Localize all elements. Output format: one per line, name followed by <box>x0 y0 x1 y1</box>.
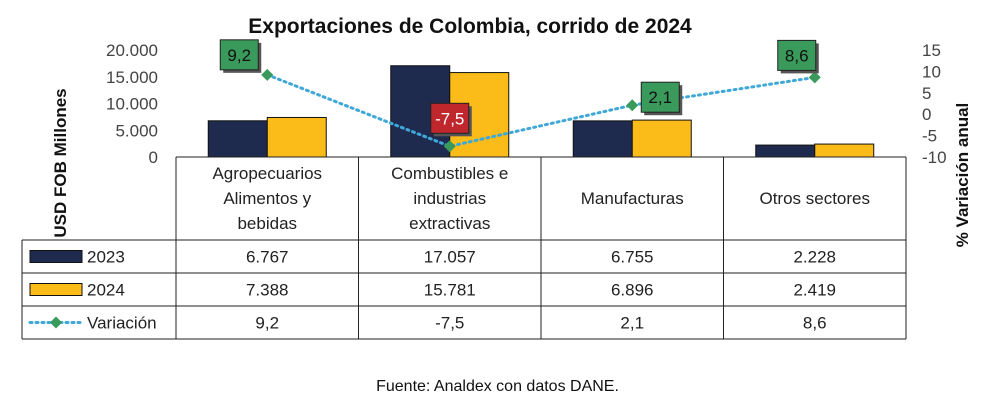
data-label: 2,1 <box>648 88 672 107</box>
y2-tick-label: 15 <box>922 41 941 60</box>
data-label-box <box>430 102 470 134</box>
data-label: 8,6 <box>785 46 809 65</box>
category-label: extractivas <box>409 214 490 233</box>
category-label: industrias <box>413 189 486 208</box>
table-value: 2,1 <box>620 314 644 333</box>
legend-label: 2024 <box>87 281 125 300</box>
data-label-box <box>219 39 259 71</box>
y2-tick-label: 5 <box>922 84 931 103</box>
y2-tick-label: -5 <box>922 127 937 146</box>
y-tick-label: 15.000 <box>106 68 158 87</box>
y-axis-title: USD FOB Millones <box>51 88 70 237</box>
legend-label: 2023 <box>87 248 125 267</box>
table-value: 17.057 <box>424 248 476 267</box>
chart-title: Exportaciones de Colombia, corrido de 20… <box>248 15 692 38</box>
bar-2024 <box>266 116 327 158</box>
bar-2023 <box>207 120 268 158</box>
data-label: 9,2 <box>227 46 251 65</box>
bar-2024 <box>631 119 692 158</box>
table-value: 2.419 <box>793 281 836 300</box>
category-label: Alimentos y <box>223 189 311 208</box>
y-tick-label: 10.000 <box>106 95 158 114</box>
variation-marker <box>261 68 274 81</box>
y-tick-label: 0 <box>149 148 158 167</box>
table-value: 15.781 <box>424 281 476 300</box>
variation-line <box>265 73 817 148</box>
bar-2024 <box>814 143 875 158</box>
bar-2023 <box>572 120 633 158</box>
table-value: 8,6 <box>803 314 827 333</box>
data-label-box <box>640 81 680 113</box>
y2-axis-title: % Variación anual <box>953 103 972 248</box>
category-label: Agropecuarios <box>212 164 322 183</box>
category-label: bebidas <box>237 214 297 233</box>
category-label: Combustibles e <box>391 164 508 183</box>
table-value: 6.755 <box>611 248 654 267</box>
bar-2023 <box>755 144 816 158</box>
legend-key-2023 <box>29 250 83 263</box>
variation-marker <box>626 99 639 112</box>
variation-marker <box>808 71 821 84</box>
table-value: 9,2 <box>255 314 279 333</box>
data-label-box <box>777 39 817 71</box>
data-label: -7,5 <box>435 109 464 128</box>
table-value: -7,5 <box>435 314 464 333</box>
source-note: Fuente: Analdex con datos DANE. <box>376 378 619 395</box>
y2-tick-label: 0 <box>922 105 931 124</box>
table-value: 6.896 <box>611 281 654 300</box>
table-value: 7.388 <box>246 281 289 300</box>
legend-label: Variación <box>87 314 157 333</box>
y-tick-label: 5.000 <box>115 121 158 140</box>
category-label: Manufacturas <box>581 189 684 208</box>
y2-tick-label: 10 <box>922 62 941 81</box>
category-label: Otros sectores <box>759 189 870 208</box>
legend-key-2024 <box>29 283 83 296</box>
y-tick-label: 20.000 <box>106 41 158 60</box>
table-value: 6.767 <box>246 248 289 267</box>
y2-tick-label: -10 <box>922 148 947 167</box>
variation-marker <box>443 140 456 153</box>
table-value: 2.228 <box>793 248 836 267</box>
legend-key-variation-marker <box>50 316 62 329</box>
